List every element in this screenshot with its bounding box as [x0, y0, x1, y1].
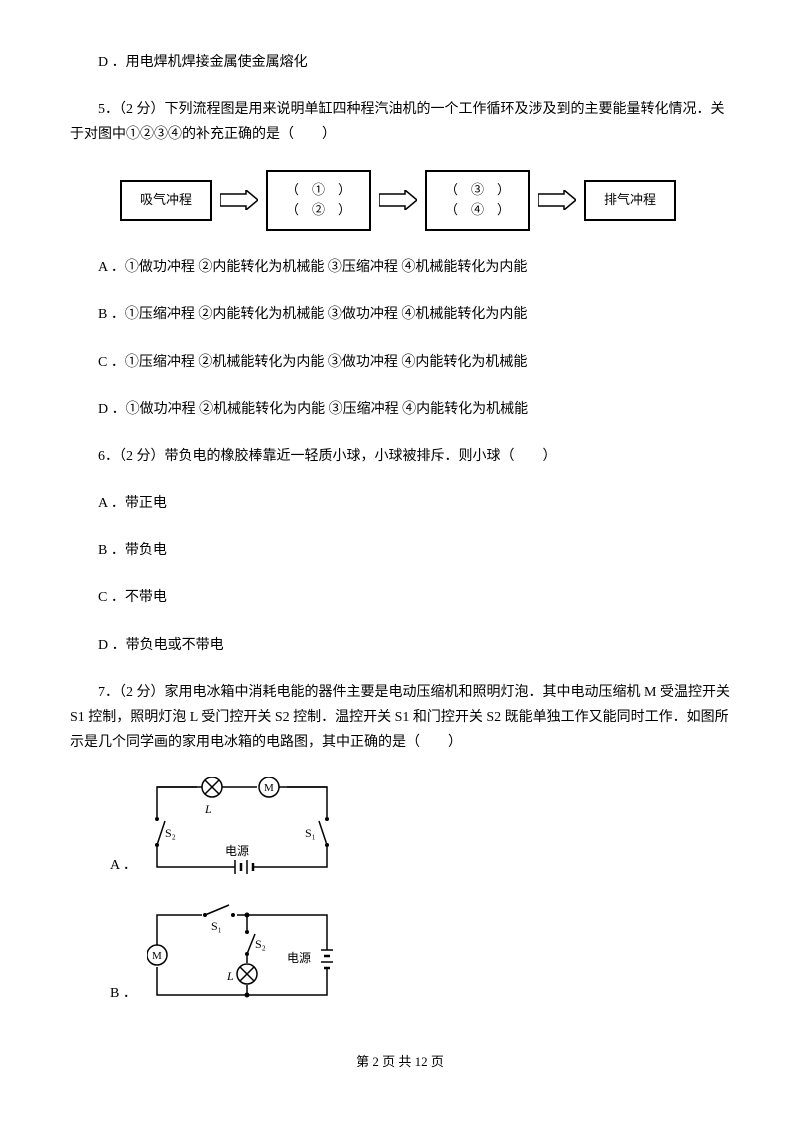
switch-s2-label: S₂ — [165, 826, 176, 840]
q7-option-b-row: B ． S₁ M S₂ L 电源 — [110, 900, 730, 1010]
flow-box-2: （ ① ） （ ② ） — [266, 170, 371, 232]
flow-box-exhaust: 排气冲程 — [584, 180, 676, 221]
q7-option-a-row: A ． L M S₂ S₁ 电源 — [110, 777, 730, 882]
power-source-label: 电源 — [225, 844, 249, 858]
flow-box-2-line1: （ ① ） — [286, 180, 351, 201]
q7-stem: 7．（2 分）家用电冰箱中消耗电能的器件主要是电动压缩机和照明灯泡．其中电动压缩… — [70, 680, 730, 756]
flow-box-3-line2: （ ④ ） — [445, 200, 510, 221]
flow-box-3: （ ③ ） （ ④ ） — [425, 170, 530, 232]
q6-option-a: A ．带正电 — [70, 491, 730, 516]
option-label-a: A ． — [110, 853, 137, 878]
circuit-diagram-a: L M S₂ S₁ 电源 — [147, 777, 337, 882]
switch-s2-label: S₂ — [255, 937, 266, 951]
q5-option-b: B ．①压缩冲程 ②内能转化为机械能 ③做功冲程 ④机械能转化为内能 — [70, 302, 730, 327]
motor-label: M — [152, 950, 162, 962]
q6-option-b: B ．带负电 — [70, 538, 730, 563]
circuit-diagram-b: S₁ M S₂ L 电源 — [147, 900, 337, 1010]
q4-option-d: D ．用电焊机焊接金属使金属熔化 — [70, 50, 730, 75]
q5-option-d: D ．①做功冲程 ②机械能转化为内能 ③压缩冲程 ④内能转化为机械能 — [70, 397, 730, 422]
q5-flow-diagram: 吸气冲程 （ ① ） （ ② ） （ ③ ） （ ④ ） 排气冲程 — [120, 170, 730, 232]
switch-s1-label: S₁ — [305, 826, 316, 840]
arrow-icon — [379, 190, 417, 210]
lamp-label: L — [204, 802, 212, 816]
option-label-b: B ． — [110, 981, 137, 1006]
power-source-label: 电源 — [287, 951, 311, 965]
arrow-icon — [220, 190, 258, 210]
arrow-icon — [538, 190, 576, 210]
switch-s1-label: S₁ — [211, 919, 222, 933]
page-footer: 第 2 页 共 12 页 — [70, 1050, 730, 1073]
q6-stem: 6．（2 分）带负电的橡胶棒靠近一轻质小球，小球被排斥．则小球（ ） — [70, 444, 730, 469]
flow-box-2-line2: （ ② ） — [286, 200, 351, 221]
flow-box-3-line1: （ ③ ） — [445, 180, 510, 201]
q6-option-d: D ．带负电或不带电 — [70, 633, 730, 658]
lamp-label: L — [226, 969, 234, 983]
q5-stem: 5．（2 分）下列流程图是用来说明单缸四种程汽油机的一个工作循环及涉及到的主要能… — [70, 97, 730, 147]
motor-label: M — [264, 782, 274, 794]
q6-option-c: C ．不带电 — [70, 585, 730, 610]
q5-option-c: C ．①压缩冲程 ②机械能转化为内能 ③做功冲程 ④内能转化为机械能 — [70, 350, 730, 375]
flow-box-intake: 吸气冲程 — [120, 180, 212, 221]
q5-option-a: A ．①做功冲程 ②内能转化为机械能 ③压缩冲程 ④机械能转化为内能 — [70, 255, 730, 280]
